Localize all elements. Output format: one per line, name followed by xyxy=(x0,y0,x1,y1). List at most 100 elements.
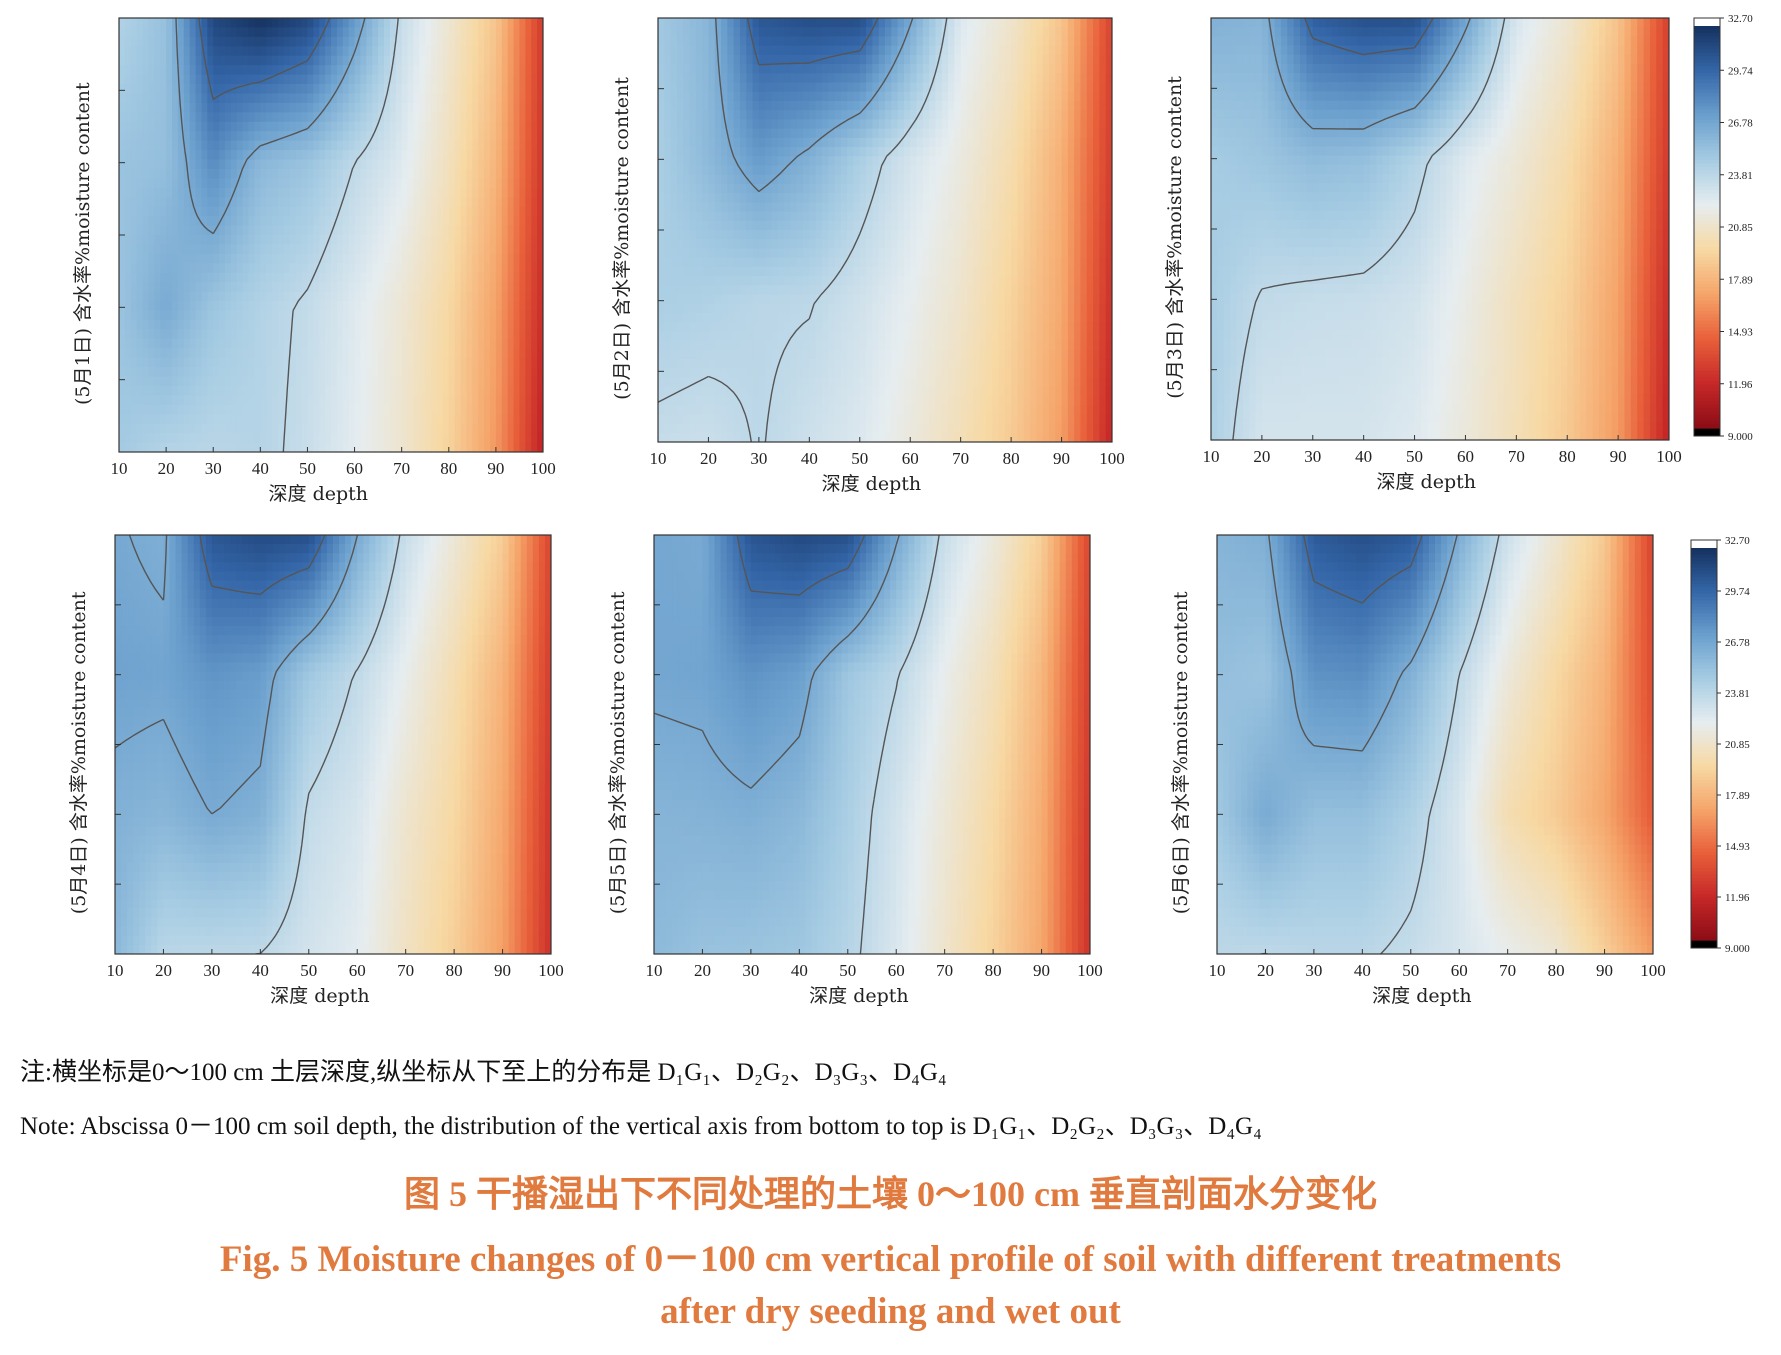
heatmap-cell xyxy=(777,137,785,148)
heatmap-cell xyxy=(301,168,309,179)
heatmap-cell xyxy=(272,131,279,142)
heatmap-cell xyxy=(519,225,526,236)
heatmap-cell xyxy=(272,282,279,293)
heatmap-cell xyxy=(466,65,473,76)
heatmap-cell xyxy=(401,329,409,340)
heatmap-cell xyxy=(266,216,273,227)
heatmap-cell xyxy=(419,442,426,452)
heatmap-cell xyxy=(366,18,373,29)
heatmap-cell xyxy=(442,46,450,57)
heatmap-cell xyxy=(278,131,285,142)
heatmap-cell xyxy=(183,291,191,302)
heatmap-cell xyxy=(384,102,391,113)
heatmap-cell xyxy=(295,244,303,255)
heatmap-cell xyxy=(272,310,279,321)
heatmap-cell xyxy=(664,27,672,38)
heatmap-cell xyxy=(1086,91,1094,102)
heatmap-cell xyxy=(136,404,144,415)
heatmap-cell xyxy=(519,65,526,76)
heatmap-cell xyxy=(1023,27,1031,38)
heatmap-cell xyxy=(183,46,191,57)
heatmap-cell xyxy=(1093,211,1100,222)
heatmap-cell xyxy=(366,395,373,406)
heatmap-cell xyxy=(998,128,1006,139)
heatmap-cell xyxy=(878,45,886,56)
heatmap-cell xyxy=(973,220,981,231)
heatmap-cell xyxy=(160,168,167,179)
heatmap-cell xyxy=(225,18,232,29)
heatmap-cell xyxy=(201,404,208,415)
heatmap-cell xyxy=(1023,183,1031,194)
heatmap-cell xyxy=(189,46,197,57)
heatmap-cell xyxy=(384,140,391,151)
heatmap-cell xyxy=(840,18,848,28)
heatmap-cell xyxy=(431,18,438,29)
heatmap-cell xyxy=(525,319,532,330)
heatmap-cell xyxy=(454,310,462,321)
heatmap-cell xyxy=(325,282,332,293)
heatmap-cell xyxy=(501,187,509,198)
heatmap-cell xyxy=(401,65,409,76)
heatmap-cell xyxy=(466,357,473,368)
heatmap-cell xyxy=(183,301,191,312)
heatmap-cell xyxy=(501,253,509,264)
heatmap-cell xyxy=(490,329,497,340)
heatmap-cell xyxy=(519,376,526,387)
heatmap-cell xyxy=(360,178,367,189)
heatmap-cell xyxy=(803,119,810,130)
heatmap-cell xyxy=(219,150,226,161)
heatmap-cell xyxy=(283,433,291,444)
heatmap-cell xyxy=(366,168,373,179)
heatmap-cell xyxy=(472,27,479,38)
heatmap-cell xyxy=(721,100,728,111)
heatmap-cell xyxy=(727,211,735,222)
heatmap-cell xyxy=(124,338,132,349)
heatmap-cell xyxy=(490,310,497,321)
heatmap-cell xyxy=(519,216,526,227)
heatmap-cell xyxy=(1048,165,1056,176)
heatmap-cell xyxy=(1061,45,1069,56)
heatmap-cell xyxy=(859,147,867,157)
heatmap-cell xyxy=(301,159,309,170)
heatmap-cell xyxy=(1055,36,1063,47)
heatmap-cell xyxy=(236,414,244,425)
heatmap-cell xyxy=(683,91,691,102)
heatmap-cell xyxy=(784,174,792,185)
heatmap-cell xyxy=(1030,165,1037,176)
heatmap-cell xyxy=(148,367,155,378)
heatmap-cell xyxy=(525,414,532,425)
heatmap-cell xyxy=(676,211,684,222)
heatmap-cell xyxy=(248,140,256,151)
heatmap-cell xyxy=(708,137,716,148)
heatmap-cell xyxy=(301,395,309,406)
heatmap-cell xyxy=(501,55,509,66)
heatmap-cell xyxy=(979,18,987,28)
heatmap-cell xyxy=(419,178,426,189)
heatmap-cell xyxy=(342,263,350,274)
heatmap-cell xyxy=(519,140,526,151)
heatmap-cell xyxy=(201,206,208,217)
heatmap-cell xyxy=(425,65,432,76)
heatmap-cell xyxy=(507,291,515,302)
heatmap-cell xyxy=(525,244,532,255)
heatmap-cell xyxy=(201,197,208,208)
heatmap-cell xyxy=(1011,45,1019,56)
heatmap-cell xyxy=(866,36,873,47)
heatmap-cell xyxy=(225,187,232,198)
heatmap-cell xyxy=(695,54,703,65)
heatmap-cell xyxy=(130,376,138,387)
heatmap-cell xyxy=(847,202,855,213)
heatmap-cell xyxy=(407,46,415,57)
heatmap-cell xyxy=(372,282,379,293)
heatmap-cell xyxy=(366,433,373,444)
heatmap-cell xyxy=(260,414,267,425)
heatmap-cell xyxy=(301,74,309,85)
heatmap-cell xyxy=(847,27,855,38)
heatmap-cell xyxy=(384,150,391,161)
heatmap-cell xyxy=(431,55,438,66)
heatmap-cell xyxy=(431,404,438,415)
heatmap-cell xyxy=(177,376,185,387)
heatmap-cell xyxy=(160,395,167,406)
heatmap-cell xyxy=(519,291,526,302)
heatmap-cell xyxy=(525,159,532,170)
